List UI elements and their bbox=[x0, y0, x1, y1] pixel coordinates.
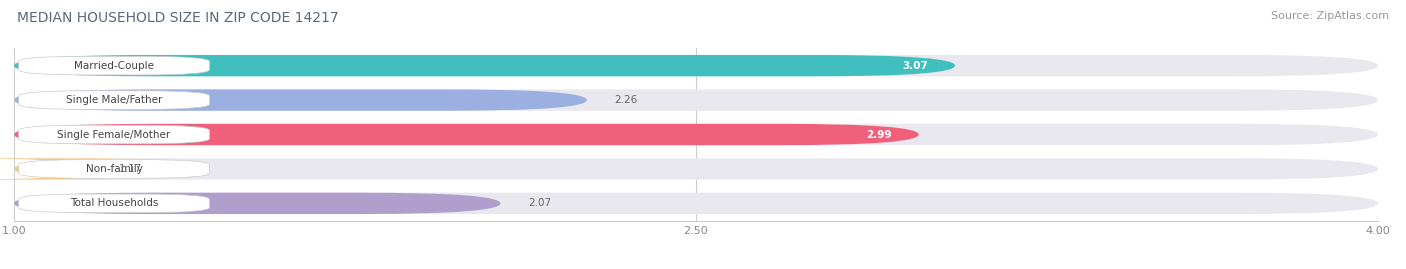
Text: Total Households: Total Households bbox=[70, 198, 159, 208]
FancyBboxPatch shape bbox=[14, 124, 1378, 145]
Text: Single Female/Mother: Single Female/Mother bbox=[58, 129, 170, 140]
Text: Married-Couple: Married-Couple bbox=[75, 61, 155, 71]
FancyBboxPatch shape bbox=[18, 56, 209, 75]
FancyBboxPatch shape bbox=[14, 89, 586, 111]
Text: 2.07: 2.07 bbox=[527, 198, 551, 208]
FancyBboxPatch shape bbox=[18, 160, 209, 178]
Text: 3.07: 3.07 bbox=[901, 61, 928, 71]
FancyBboxPatch shape bbox=[14, 89, 1378, 111]
Text: 1.17: 1.17 bbox=[118, 164, 142, 174]
Text: 2.99: 2.99 bbox=[866, 129, 891, 140]
Text: Non-family: Non-family bbox=[86, 164, 142, 174]
FancyBboxPatch shape bbox=[14, 124, 918, 145]
Text: MEDIAN HOUSEHOLD SIZE IN ZIP CODE 14217: MEDIAN HOUSEHOLD SIZE IN ZIP CODE 14217 bbox=[17, 11, 339, 25]
FancyBboxPatch shape bbox=[14, 158, 1378, 180]
FancyBboxPatch shape bbox=[18, 125, 209, 144]
Text: Source: ZipAtlas.com: Source: ZipAtlas.com bbox=[1271, 11, 1389, 21]
FancyBboxPatch shape bbox=[14, 55, 1378, 76]
Text: 2.26: 2.26 bbox=[614, 95, 637, 105]
FancyBboxPatch shape bbox=[18, 91, 209, 109]
FancyBboxPatch shape bbox=[14, 193, 1378, 214]
FancyBboxPatch shape bbox=[14, 55, 955, 76]
FancyBboxPatch shape bbox=[18, 194, 209, 213]
FancyBboxPatch shape bbox=[14, 193, 501, 214]
Text: Single Male/Father: Single Male/Father bbox=[66, 95, 162, 105]
FancyBboxPatch shape bbox=[0, 158, 155, 180]
